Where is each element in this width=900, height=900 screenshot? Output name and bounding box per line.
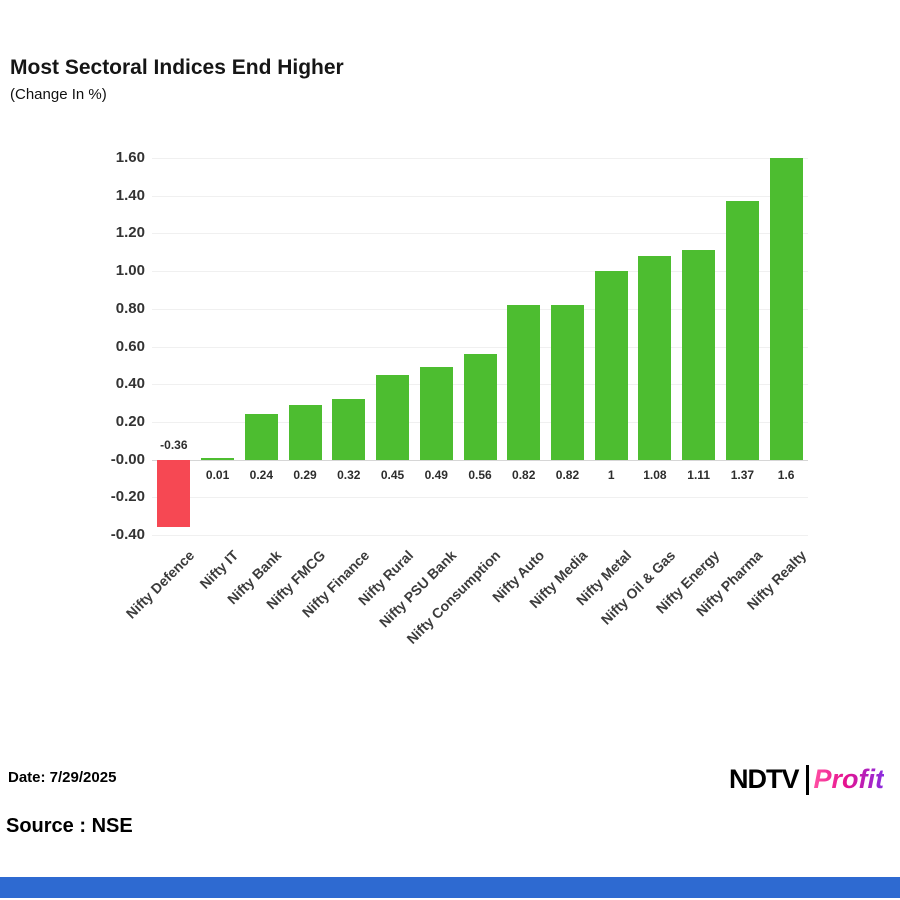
bar-value-label: 0.82 (555, 467, 580, 482)
gridline (152, 308, 808, 310)
bar-value-label: 1.11 (687, 467, 710, 482)
y-tick-label: 1.20 (115, 224, 145, 242)
y-tick-label: -0.20 (110, 488, 145, 506)
date-label: Date: 7/29/2025 (8, 769, 117, 786)
bar-value-label: 1 (607, 467, 615, 482)
y-tick-label: -0.00 (110, 450, 145, 468)
bar-nifty-realty (769, 158, 803, 460)
bar-nifty-defence (157, 459, 191, 528)
bar-value-label: 1.6 (777, 467, 795, 482)
bar-nifty-auto (507, 305, 541, 460)
gridline (152, 158, 808, 159)
y-tick-label: 0.60 (115, 337, 145, 355)
gridline (152, 497, 808, 499)
y-tick-label: -0.40 (110, 526, 145, 543)
bar-nifty-metal (594, 271, 628, 460)
x-axis-label: Nifty Defence (122, 547, 198, 622)
gridline (152, 271, 808, 273)
bar-value-label: 0.24 (249, 467, 273, 482)
bar-value-label: 0.56 (468, 467, 492, 482)
gridline (152, 233, 808, 235)
bar-nifty-energy (682, 250, 716, 460)
bar-nifty-fmcg (288, 404, 322, 460)
bar-nifty-psu-bank (419, 367, 453, 460)
y-tick-label: 0.80 (115, 299, 145, 317)
chart-subtitle: (Change In %) (10, 86, 107, 103)
bar-nifty-consumption (463, 354, 497, 460)
bar-nifty-pharma (725, 201, 759, 460)
logo-separator (805, 764, 809, 795)
y-tick-label: 1.60 (115, 149, 145, 166)
bar-value-label: -0.36 (160, 437, 188, 452)
gridline (152, 346, 808, 348)
chart-title: Most Sectoral Indices End Higher (10, 56, 344, 79)
bar-value-label: 0.01 (205, 467, 230, 482)
gridline (152, 195, 808, 197)
bar-nifty-finance (332, 399, 366, 460)
zero-axis-line (152, 459, 808, 461)
profit-logo-text: Profit (813, 764, 885, 794)
y-tick-label: 0.40 (115, 375, 145, 393)
y-tick-label: 1.40 (115, 186, 145, 204)
ndtv-logo-text: NDTV (729, 764, 799, 794)
bar-nifty-it (201, 457, 235, 460)
bar-value-label: 0.29 (293, 467, 317, 482)
bar-nifty-bank (244, 414, 278, 460)
bar-nifty-oil-gas (638, 256, 672, 460)
bar-value-label: 0.82 (512, 467, 536, 482)
bar-nifty-media (550, 305, 584, 460)
source-label: Source : NSE (6, 815, 133, 837)
bar-value-label: 1.08 (643, 467, 667, 482)
bar-value-label: 0.49 (424, 467, 448, 482)
bar-value-label: 0.45 (380, 467, 405, 482)
y-tick-label: 1.00 (115, 262, 145, 280)
y-tick-label: 0.20 (115, 412, 145, 430)
bar-value-label: 1.37 (730, 467, 755, 482)
ndtv-profit-logo: NDTV Profit (729, 764, 884, 795)
gridline (152, 535, 808, 536)
bar-value-label: 0.32 (337, 467, 361, 482)
bar-nifty-rural (376, 374, 410, 460)
bottom-blue-strip (0, 877, 900, 898)
